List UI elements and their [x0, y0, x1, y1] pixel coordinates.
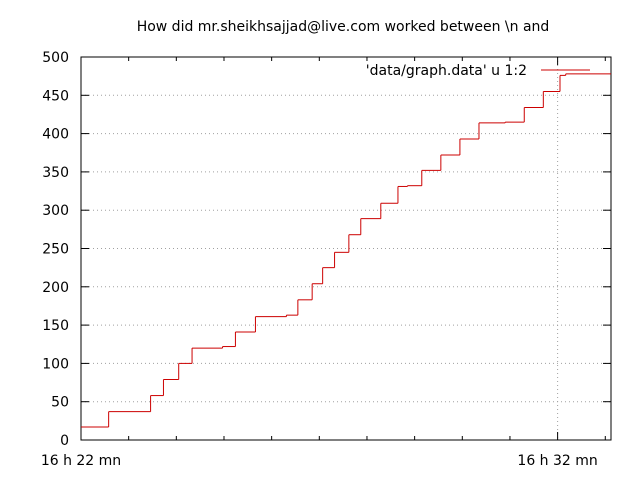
y-tick-label: 250 [42, 242, 69, 258]
y-tick-label: 50 [51, 395, 69, 411]
grid [81, 57, 611, 440]
chart-title: How did mr.sheikhsajjad@live.com worked … [137, 19, 550, 35]
y-tick-label: 350 [42, 165, 69, 181]
y-tick-label: 500 [42, 50, 69, 66]
y-tick-label: 300 [42, 203, 69, 219]
y-tick-label: 200 [42, 280, 69, 296]
y-tick-label: 0 [60, 433, 69, 449]
series-group [81, 73, 611, 428]
legend: 'data/graph.data' u 1:2 [366, 63, 590, 79]
y-axis: 0 50 100 150 200 250 300 350 400 450 500 [42, 50, 611, 449]
y-tick-label: 450 [42, 88, 69, 104]
y-tick-label: 100 [42, 356, 69, 372]
y-tick-label: 400 [42, 127, 69, 143]
legend-label: 'data/graph.data' u 1:2 [366, 63, 527, 79]
y-tick-label: 150 [42, 318, 69, 334]
x-axis: 16 h 22 mn 16 h 32 mn [41, 57, 606, 469]
x-tick-label: 16 h 32 mn [517, 453, 597, 469]
x-tick-label: 16 h 22 mn [41, 453, 121, 469]
